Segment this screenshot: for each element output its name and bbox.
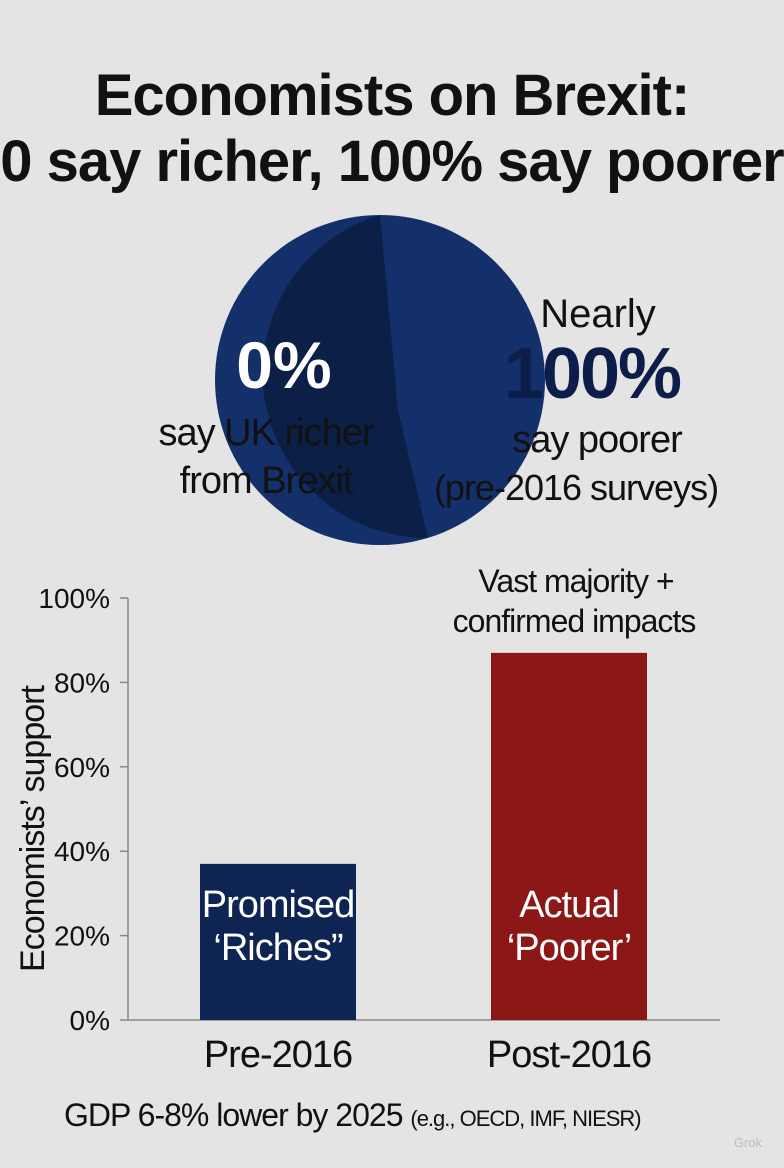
watermark-text: Grok (733, 1135, 762, 1150)
y-tick-label: 0% (70, 1005, 110, 1036)
y-tick-label: 60% (54, 752, 110, 783)
y-tick-label: 40% (54, 836, 110, 867)
annotation-line1: Vast majority + (478, 563, 673, 599)
chart-title-line-2: 0 say richer, 100% say poorer (0, 129, 784, 194)
y-tick-label: 20% (54, 921, 110, 952)
x-tick-label: Post-2016 (487, 1034, 651, 1076)
y-tick-label: 80% (54, 667, 110, 698)
bar-pre-2016 (200, 863, 356, 1020)
pie-right-label-line2: (pre-2016 surveys) (434, 467, 718, 508)
y-axis-title: Economists’ support (14, 685, 52, 972)
bar-label-line2: ‘Poorer’ (507, 927, 631, 969)
chart-title-line-1: Economists on Brexit: (94, 63, 691, 128)
bar-label-line2: ‘Riches” (213, 927, 343, 969)
pie-right-label-line1: say poorer (512, 419, 683, 461)
bar-post-2016 (491, 652, 647, 1020)
footnote-sources: (e.g., OECD, IMF, NIESR) (410, 1106, 640, 1131)
bar-label-line1: Promised (202, 884, 355, 926)
pie-left-percent: 0% (236, 328, 331, 402)
y-tick-label: 100% (38, 583, 110, 614)
footnote: GDP 6-8% lower by 2025 (e.g., OECD, IMF,… (64, 1097, 641, 1133)
footnote-main: GDP 6-8% lower by 2025 (64, 1097, 410, 1133)
pie-left-label-line2: from Brexit (180, 460, 354, 502)
bar-label-line1: Actual (519, 884, 619, 926)
annotation-line2: confirmed impacts (453, 603, 696, 639)
pie-slice-richer (262, 215, 428, 539)
pie-right-prefix: Nearly (540, 292, 656, 336)
pie-left-label-line1: say UK richer (158, 412, 374, 454)
pie-right-percent: 100% (504, 334, 681, 414)
x-tick-label: Pre-2016 (204, 1034, 352, 1076)
